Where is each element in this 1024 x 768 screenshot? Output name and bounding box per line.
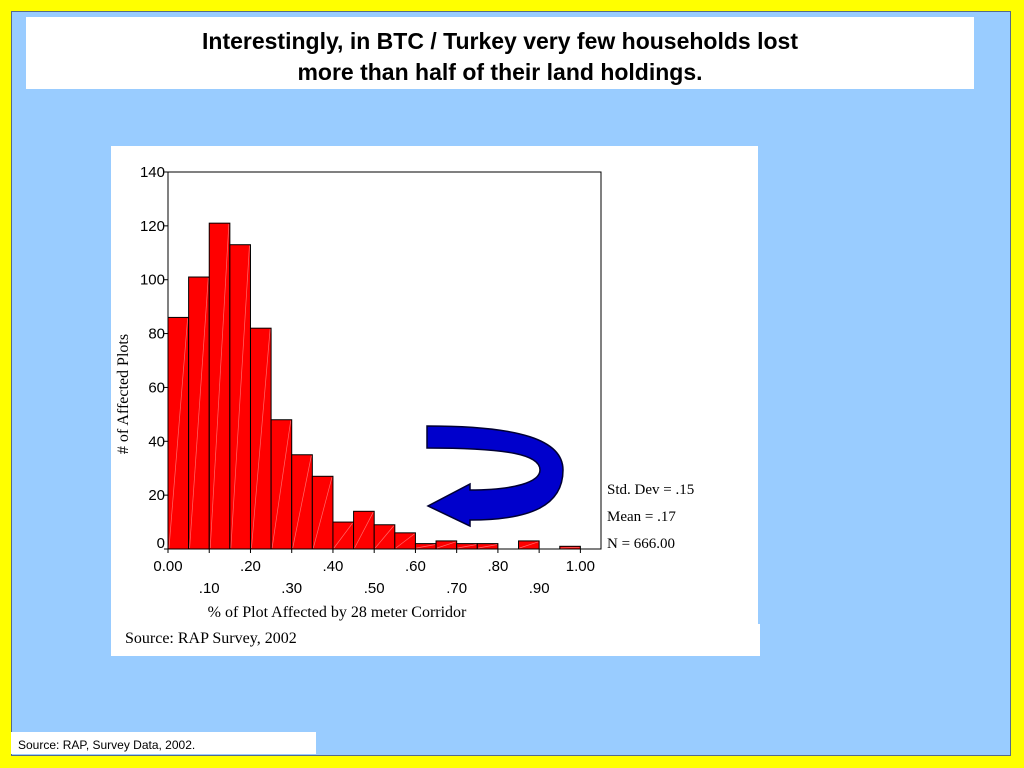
bar-hatch-line bbox=[312, 477, 333, 549]
bar-hatch-line bbox=[333, 522, 353, 549]
bar-hatch-line bbox=[354, 512, 374, 549]
y-tick-label: 20 bbox=[148, 487, 165, 504]
y-tick-label: 80 bbox=[148, 326, 165, 343]
title-box: Interestingly, in BTC / Turkey very few … bbox=[26, 17, 974, 89]
x-tick-label: .70 bbox=[446, 580, 467, 597]
bar-hatch-line bbox=[230, 245, 250, 549]
bar-hatch-line bbox=[416, 544, 436, 549]
x-tick-label: .90 bbox=[529, 580, 550, 597]
bar-hatch-line bbox=[560, 546, 580, 549]
bar-hatch-line bbox=[478, 544, 497, 549]
bar-hatch-line bbox=[189, 277, 209, 549]
bar-hatch-line bbox=[395, 533, 415, 549]
bar-hatch-line bbox=[271, 420, 292, 549]
y-tick-label: 140 bbox=[140, 164, 165, 181]
x-tick-label: .10 bbox=[199, 580, 220, 597]
stats-label: N = 666.00 bbox=[607, 536, 675, 552]
x-tick-label: .30 bbox=[281, 580, 302, 597]
y-tick-label: 120 bbox=[140, 218, 165, 235]
bar-hatch-line bbox=[292, 455, 312, 549]
slide-title-line-2: more than half of their land holdings. bbox=[297, 59, 703, 85]
y-tick-label: 40 bbox=[148, 433, 165, 450]
bar-hatch-line bbox=[168, 318, 188, 549]
x-tick-label: 0.00 bbox=[153, 558, 182, 575]
footer-box bbox=[11, 732, 316, 754]
x-tick-label: .80 bbox=[487, 558, 508, 575]
x-tick-label: .50 bbox=[364, 580, 385, 597]
curved-arrow-annotation bbox=[426, 425, 564, 528]
x-axis-label: % of Plot Affected by 28 meter Corridor bbox=[208, 604, 467, 621]
stats-label: Mean = .17 bbox=[607, 509, 676, 525]
bar-hatch-line bbox=[251, 329, 271, 549]
y-tick-label: 0 bbox=[157, 535, 165, 552]
x-tick-label: .60 bbox=[405, 558, 426, 575]
bar-hatch-line bbox=[457, 544, 477, 549]
y-axis-label: # of Affected Plots bbox=[115, 334, 132, 454]
bar-hatch-line bbox=[519, 541, 539, 549]
bar-hatch-line bbox=[374, 525, 395, 549]
footer-source-note: Source: RAP, Survey Data, 2002. bbox=[18, 738, 196, 752]
y-tick-label: 100 bbox=[140, 272, 165, 289]
bar-hatch-line bbox=[436, 541, 456, 549]
bar-hatch-line bbox=[209, 224, 230, 549]
y-tick-label: 60 bbox=[148, 379, 165, 396]
x-tick-label: .40 bbox=[323, 558, 344, 575]
chart-source-note: Source: RAP Survey, 2002 bbox=[125, 630, 297, 647]
chart-source-strip bbox=[111, 624, 760, 656]
slide-title-line-1: Interestingly, in BTC / Turkey very few … bbox=[202, 28, 798, 54]
x-tick-label: .20 bbox=[240, 558, 261, 575]
x-tick-label: 1.00 bbox=[566, 558, 595, 575]
stats-label: Std. Dev = .15 bbox=[607, 482, 694, 498]
